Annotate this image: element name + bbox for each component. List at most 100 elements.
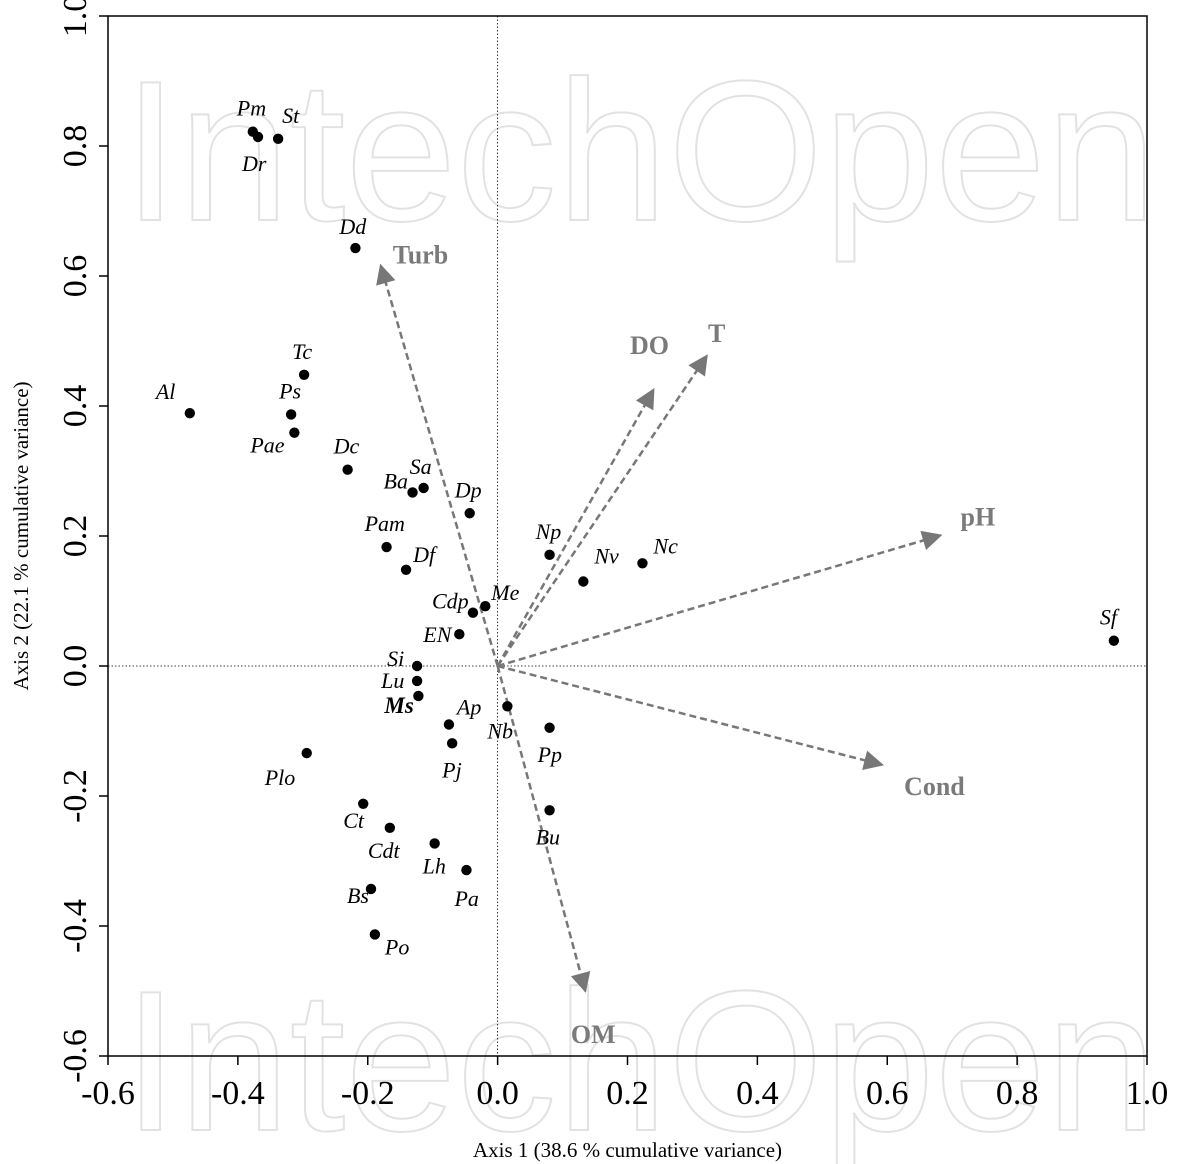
species-label: Nb (486, 718, 513, 743)
species-label: Pam (364, 511, 405, 536)
species-label: EN (422, 622, 452, 647)
species-label: Lu (380, 668, 404, 693)
species-label: Ms (383, 693, 413, 718)
species-label: Dr (241, 151, 267, 176)
species-label: Plo (264, 765, 296, 790)
x-tick-label: 0.4 (736, 1075, 779, 1112)
watermark-text: IntechOpen (123, 40, 1157, 263)
y-axis-title: Axis 2 (22.1 % cumulative variance) (9, 381, 33, 690)
vector-arrow (498, 356, 707, 666)
species-point (185, 408, 195, 418)
species-label: Df (412, 542, 438, 567)
y-tick-label: 0.0 (57, 645, 94, 688)
vector-label: pH (960, 502, 995, 531)
watermark-text: IntechOpen (123, 950, 1157, 1164)
species-point (502, 701, 512, 711)
species-label: Nv (593, 544, 619, 569)
species-label: Pj (441, 757, 462, 782)
species-label: Sf (1100, 605, 1120, 630)
species-point (407, 487, 417, 497)
species-label: Bs (347, 883, 369, 908)
species-point (412, 661, 422, 671)
species-point (444, 719, 454, 729)
species-point (480, 601, 490, 611)
y-tick-label: 0.4 (57, 385, 94, 428)
species-point (447, 738, 457, 748)
species-point (461, 865, 471, 875)
species-point (544, 805, 554, 815)
species-label: Bu (536, 824, 560, 849)
species-point (381, 542, 391, 552)
x-tick-label: 0.2 (606, 1075, 649, 1112)
vector-label: OM (571, 1020, 616, 1049)
y-tick-label: -0.6 (57, 1029, 94, 1083)
vector-label: T (708, 319, 725, 348)
species-label: Pm (236, 96, 266, 121)
species-point (454, 629, 464, 639)
species-label: Dp (454, 477, 482, 502)
species-point (413, 691, 423, 701)
species-label: Pae (249, 433, 284, 458)
y-tick-label: 0.2 (57, 515, 94, 558)
x-tick-label: 1.0 (1126, 1075, 1169, 1112)
x-tick-label: 0.8 (996, 1075, 1039, 1112)
x-tick-label: -0.4 (211, 1075, 265, 1112)
y-tick-label: -0.4 (57, 899, 94, 953)
y-tick-label: 0.8 (57, 125, 94, 168)
species-point (418, 483, 428, 493)
x-tick-label: -0.2 (341, 1075, 395, 1112)
species-point (468, 608, 478, 618)
species-point (544, 723, 554, 733)
species-label: Nc (652, 533, 678, 558)
watermark: IntechOpen IntechOpen (123, 40, 1157, 1164)
y-tick-label: 0.6 (57, 255, 94, 298)
x-tick-label: 0.6 (866, 1075, 909, 1112)
species-label: Me (490, 580, 519, 605)
species-point (429, 838, 439, 848)
species-label: Po (384, 934, 409, 959)
species-label: Dd (338, 214, 367, 239)
species-label: Pp (537, 742, 562, 767)
y-tick-label: -0.2 (57, 769, 94, 823)
species-point (412, 676, 422, 686)
species-point (370, 929, 380, 939)
y-tick-label: 1.0 (57, 0, 94, 37)
species-label: Cdt (368, 838, 401, 863)
species-point (578, 576, 588, 586)
species-point (286, 409, 296, 419)
species-label: Dc (333, 434, 360, 459)
species-point (350, 243, 360, 253)
species-label: Ct (343, 808, 365, 833)
species-label: Lh (422, 853, 446, 878)
species-point (1109, 635, 1119, 645)
species-label: Al (154, 379, 176, 404)
species-point (273, 134, 283, 144)
species-point (385, 823, 395, 833)
species-point (302, 748, 312, 758)
vector-arrow (498, 535, 941, 666)
species-point (544, 550, 554, 560)
species-label: St (282, 103, 300, 128)
species-label: Ps (278, 378, 301, 403)
species-label: Cdp (432, 589, 469, 614)
species-point (342, 465, 352, 475)
vector-label: DO (630, 331, 669, 360)
species-label: Ba (384, 468, 408, 493)
vector-label: Turb (393, 241, 448, 270)
x-tick-label: 0.0 (476, 1075, 519, 1112)
x-axis-title: Axis 1 (38.6 % cumulative variance) (473, 1138, 782, 1162)
environmental-vectors: Turb T DO pH Cond OM (381, 241, 995, 1049)
species-point (637, 558, 647, 568)
species-label: Np (535, 519, 562, 544)
species-label: Sa (410, 454, 432, 479)
species-label: Ap (455, 695, 481, 720)
species-point (253, 132, 263, 142)
species-label: Tc (292, 339, 312, 364)
species-point (465, 508, 475, 518)
vector-label: Cond (904, 772, 965, 801)
vector-arrow (498, 390, 654, 666)
species-label: Pa (453, 886, 478, 911)
species-point (289, 427, 299, 437)
species-point (401, 565, 411, 575)
